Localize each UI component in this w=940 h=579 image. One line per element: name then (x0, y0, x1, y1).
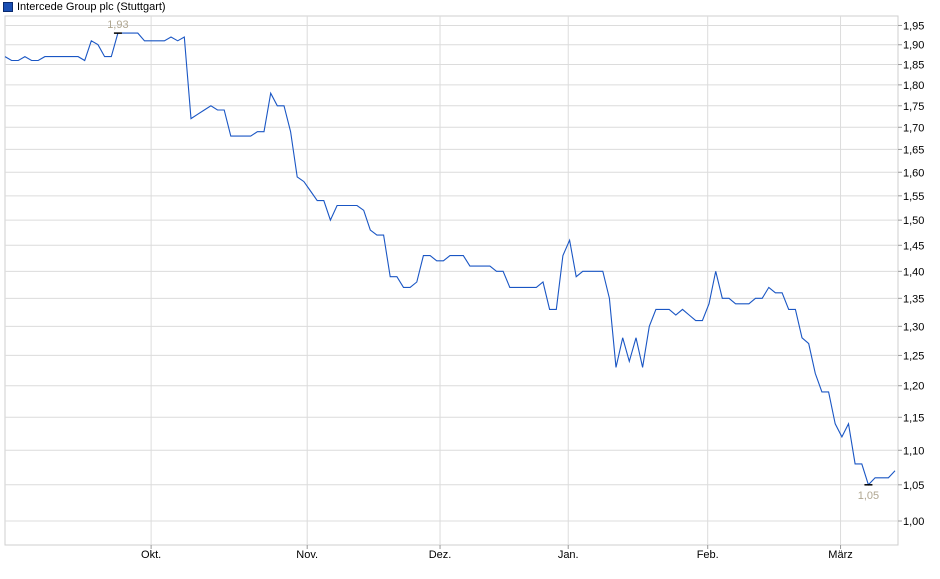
y-tick-label: 1,30 (903, 321, 924, 333)
x-tick-label: Okt. (141, 549, 161, 561)
legend-swatch (3, 2, 13, 12)
y-tick-label: 1,95 (903, 20, 924, 32)
y-tick-label: 1,50 (903, 215, 924, 227)
y-tick-label: 1,70 (903, 122, 924, 134)
x-axis: Okt. Nov. Dez. Jan. Feb. März (141, 545, 853, 561)
y-tick-label: 1,05 (903, 480, 924, 492)
y-tick-label: 1,60 (903, 167, 924, 179)
x-tick-label: Nov. (296, 549, 318, 561)
annotations: 1,93 1,05 (107, 19, 879, 502)
y-tick-label: 1,10 (903, 445, 924, 457)
x-tick-label: Feb. (697, 549, 719, 561)
x-tick-label: Jan. (558, 549, 579, 561)
y-tick-label: 1,80 (903, 80, 924, 92)
series-line (4, 32, 896, 486)
y-tick-label: 1,35 (903, 293, 924, 305)
y-axis: 1,00 1,05 1,10 1,15 1,20 1,25 1,30 1,35 1,40 1,45… (898, 20, 924, 528)
legend-label: Intercede Group plc (Stuttgart) (17, 1, 166, 13)
x-tick-label: Dez. (429, 549, 452, 561)
legend: Intercede Group plc (Stuttgart) (3, 0, 166, 14)
y-tick-label: 1,55 (903, 191, 924, 203)
y-tick-label: 1,25 (903, 350, 924, 362)
y-tick-label: 1,40 (903, 266, 924, 278)
x-tick-label: März (828, 549, 852, 561)
y-tick-label: 1,20 (903, 381, 924, 393)
y-tick-label: 1,00 (903, 516, 924, 528)
min-label: 1,05 (858, 490, 879, 502)
plot-border (4, 15, 899, 546)
grid (4, 15, 899, 546)
y-tick-label: 1,90 (903, 40, 924, 52)
y-tick-label: 1,75 (903, 101, 924, 113)
y-tick-label: 1,85 (903, 60, 924, 72)
y-tick-label: 1,65 (903, 144, 924, 156)
y-tick-label: 1,15 (903, 412, 924, 424)
max-label: 1,93 (107, 19, 128, 31)
y-tick-label: 1,45 (903, 240, 924, 252)
